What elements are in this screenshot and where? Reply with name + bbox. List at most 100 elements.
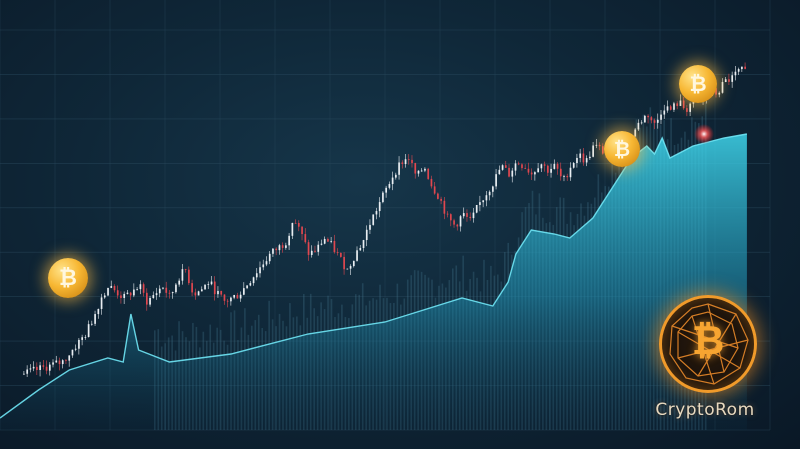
candle-body <box>540 164 543 169</box>
candle-body <box>724 79 727 83</box>
candle-body <box>139 284 142 290</box>
candle-body <box>42 365 45 367</box>
highlight-glow <box>694 124 714 144</box>
candle-body <box>239 294 242 299</box>
candle-body <box>459 216 462 227</box>
candle-body <box>133 289 135 296</box>
candle-body <box>576 157 578 164</box>
candle-body <box>498 169 501 175</box>
candle-body <box>721 82 724 93</box>
candle-body <box>23 373 25 375</box>
candle-body <box>178 280 181 285</box>
candle-body <box>226 300 229 302</box>
candle-body <box>640 122 643 124</box>
candle-body <box>262 264 265 268</box>
candle-body <box>259 267 261 274</box>
candle-body <box>352 260 355 267</box>
brand-watermark: CryptoRom <box>655 400 755 420</box>
candle-body <box>501 165 504 170</box>
candle-body <box>430 178 433 187</box>
candle-body <box>278 245 281 251</box>
candle-body <box>508 167 510 177</box>
candle-body <box>194 292 197 296</box>
candle-body <box>197 291 200 296</box>
candle-body <box>495 174 497 187</box>
candle-body <box>728 79 730 82</box>
candle-body <box>595 144 598 146</box>
candle-body <box>462 213 465 217</box>
candle-body <box>407 159 410 161</box>
candle-body <box>213 281 216 295</box>
candle-body <box>744 66 746 69</box>
candle-body <box>84 337 87 338</box>
candle-body <box>272 248 274 254</box>
candle-body <box>530 172 533 175</box>
candle-body <box>401 162 404 165</box>
candle-body <box>68 355 71 361</box>
candle-body <box>417 170 420 174</box>
candle-body <box>330 240 333 242</box>
candle-body <box>158 288 161 294</box>
candle-body <box>475 204 478 213</box>
candle-body <box>563 175 565 177</box>
candle-body <box>676 103 679 106</box>
candle-body <box>188 269 190 284</box>
candle-body <box>110 286 113 288</box>
candle-body <box>534 172 536 175</box>
candle-body <box>737 69 740 72</box>
bitcoin-symbol: ₿ <box>689 71 707 96</box>
candle-body <box>572 163 575 168</box>
candle-body <box>656 119 659 123</box>
candle-body <box>443 200 446 214</box>
candle-body <box>653 120 656 123</box>
candle-body <box>200 289 203 292</box>
candle-body <box>94 314 96 324</box>
candle-body <box>637 122 640 130</box>
candle-body <box>317 244 320 252</box>
bitcoin-symbol: ₿ <box>613 136 631 161</box>
candle-body <box>488 191 491 196</box>
candle-body <box>327 238 329 242</box>
candle-body <box>424 168 426 171</box>
candle-body <box>365 229 368 241</box>
candle-body <box>550 168 552 173</box>
candle-body <box>382 192 384 203</box>
candlestick-series <box>23 62 746 377</box>
candle-body <box>142 284 145 293</box>
candle-body <box>255 273 258 278</box>
candle-body <box>61 360 64 365</box>
candle-body <box>58 360 61 365</box>
candle-body <box>136 289 138 290</box>
candle-body <box>78 339 80 349</box>
candle-body <box>420 170 423 172</box>
candle-body <box>32 366 35 369</box>
candle-body <box>456 224 459 227</box>
candle-body <box>129 292 132 296</box>
candle-body <box>385 187 388 193</box>
candle-body <box>314 250 316 252</box>
candle-body <box>686 108 688 112</box>
candle-body <box>666 106 669 111</box>
candle-body <box>411 159 413 164</box>
candle-body <box>592 145 594 157</box>
candle-body <box>71 349 74 356</box>
candle-body <box>340 252 342 257</box>
candle-body <box>230 297 232 302</box>
candle-body <box>504 165 507 168</box>
candle-body <box>36 366 38 370</box>
candle-body <box>647 115 649 118</box>
candle-body <box>669 106 672 110</box>
candle-body <box>236 294 239 299</box>
candle-body <box>589 156 591 159</box>
candle-body <box>123 293 126 298</box>
candle-body <box>566 175 569 178</box>
candle-body <box>644 115 646 123</box>
candle-body <box>65 360 67 362</box>
candle-body <box>288 235 290 246</box>
candle-body <box>398 162 400 175</box>
candle-body <box>281 245 284 248</box>
candle-body <box>537 168 540 173</box>
candle-body <box>97 308 100 315</box>
candle-body <box>45 366 48 371</box>
area-line <box>0 133 748 419</box>
